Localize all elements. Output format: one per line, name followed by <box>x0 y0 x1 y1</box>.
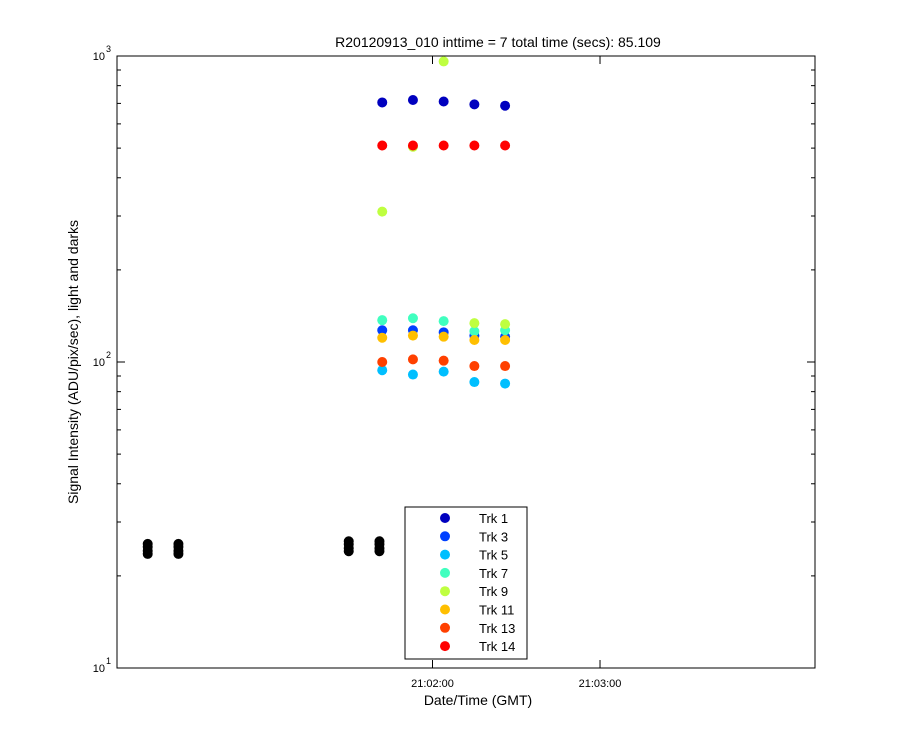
y-tick-exponent: 3 <box>106 44 111 54</box>
data-point <box>438 140 449 151</box>
chart-title: R20120913_010 inttime = 7 total time (se… <box>335 34 661 50</box>
data-point <box>469 318 480 329</box>
data-point <box>377 206 388 217</box>
data-points <box>142 56 511 559</box>
legend-label: Trk 11 <box>479 603 514 618</box>
data-point <box>407 95 418 106</box>
legend-marker <box>440 513 450 523</box>
data-point <box>469 377 480 388</box>
legend-label: Trk 7 <box>479 566 508 581</box>
legend-label: Trk 1 <box>479 511 508 526</box>
dark-point <box>374 546 385 557</box>
data-point <box>377 357 388 367</box>
data-point <box>377 315 388 326</box>
data-point <box>377 325 388 336</box>
data-point <box>407 354 418 365</box>
data-point <box>438 56 449 67</box>
legend-box <box>404 506 528 660</box>
y-tick-label: 10 <box>93 357 105 369</box>
data-point <box>407 140 418 151</box>
data-point <box>407 330 418 341</box>
data-point <box>438 355 449 366</box>
data-point <box>438 96 449 107</box>
x-tick-label: 21:02:00 <box>411 678 454 690</box>
data-point <box>469 326 480 337</box>
legend-label: Trk 14 <box>479 639 515 654</box>
legend-label: Trk 3 <box>479 529 508 544</box>
y-tick-exponent: 1 <box>106 656 111 666</box>
data-point <box>469 99 480 110</box>
y-tick-label: 10 <box>93 663 105 675</box>
data-point <box>500 319 511 330</box>
dark-point <box>343 546 354 557</box>
legend-marker <box>440 604 450 615</box>
legend-label: Trk 13 <box>479 621 515 636</box>
x-axis-label: Date/Time (GMT) <box>424 692 532 708</box>
data-point <box>500 361 511 372</box>
data-point <box>438 331 449 342</box>
legend-label: Trk 9 <box>479 584 508 599</box>
data-point <box>438 316 449 327</box>
legend-label: Trk 5 <box>479 548 508 563</box>
data-point <box>500 378 511 389</box>
data-point <box>377 365 388 376</box>
legend-marker <box>440 622 450 633</box>
data-point <box>407 313 418 324</box>
legend-marker <box>440 567 450 578</box>
data-point <box>500 100 511 111</box>
dark-point <box>173 548 184 559</box>
y-tick-exponent: 2 <box>106 350 111 360</box>
data-point <box>438 366 449 377</box>
legend: Trk 1 Trk 3 Trk 5 Trk 7 Trk 9 Trk 11 Trk 13 Trk… <box>404 506 528 660</box>
data-point <box>469 361 480 372</box>
dark-point <box>142 548 153 559</box>
data-point <box>469 335 480 346</box>
data-point <box>377 140 388 151</box>
x-tick-label: 21:03:00 <box>579 678 622 690</box>
legend-marker <box>440 641 450 652</box>
data-point <box>500 140 511 151</box>
y-axis-label: Signal Intensity (ADU/pix/sec), light an… <box>65 220 81 504</box>
legend-marker <box>440 549 450 560</box>
legend-marker <box>440 531 450 542</box>
legend-marker <box>440 586 450 597</box>
data-point <box>377 97 388 108</box>
data-point <box>500 335 511 346</box>
data-point <box>469 140 480 151</box>
data-point <box>377 332 388 343</box>
y-tick-label: 10 <box>93 51 105 63</box>
data-point <box>407 369 418 380</box>
